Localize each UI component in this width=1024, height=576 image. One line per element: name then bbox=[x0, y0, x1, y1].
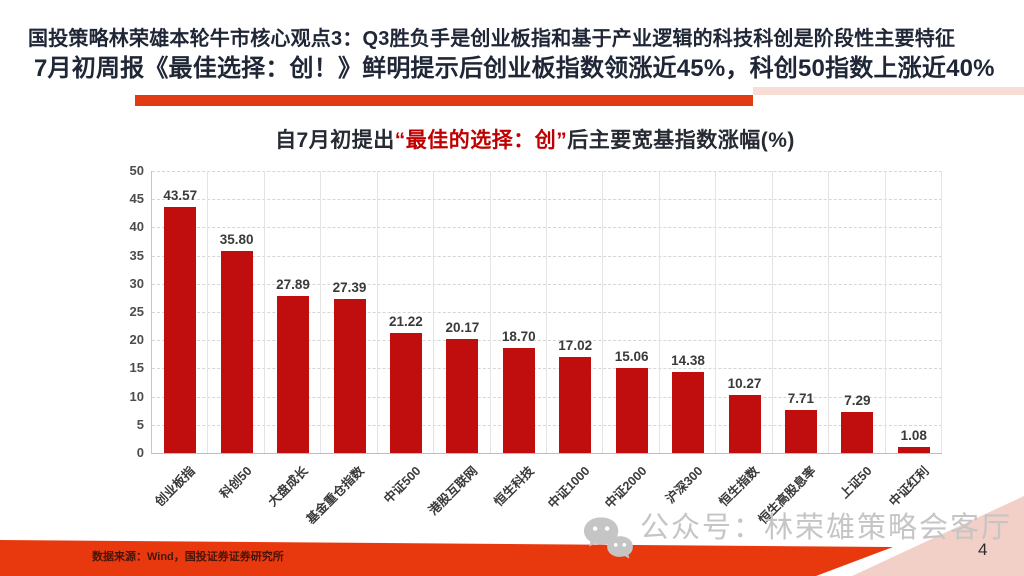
gridline-horizontal bbox=[152, 396, 942, 398]
x-axis-label: 创业板指 bbox=[152, 463, 198, 510]
bar-value-label: 27.89 bbox=[276, 276, 310, 292]
plot-area: 0 5 10 15 20 25 30 35 40 45 50 43.57 创业板指 35.80 科创50 27… bbox=[130, 163, 942, 527]
header-underline-pink bbox=[753, 87, 1024, 95]
bar bbox=[277, 295, 310, 453]
bar-value-label: 15.06 bbox=[614, 349, 649, 365]
chart-title-prefix: 自7月初提出 bbox=[275, 129, 395, 152]
gridline-horizontal bbox=[152, 227, 942, 229]
y-axis-tick-label: 10 bbox=[129, 388, 144, 404]
x-axis-label: 恒生科技 bbox=[491, 463, 537, 510]
bar-value-label: 20.17 bbox=[445, 320, 480, 336]
x-axis-label: 上证50 bbox=[837, 463, 876, 502]
y-axis-tick-label: 25 bbox=[129, 304, 144, 319]
x-axis-label: 大盘成长 bbox=[265, 463, 311, 510]
bar bbox=[672, 371, 705, 453]
header-line-1: 国投策略林荣雄本轮牛市核心观点3：Q3胜负手是创业板指和基于产业逻辑的科技科创是… bbox=[28, 28, 956, 50]
bar bbox=[220, 251, 253, 453]
bar bbox=[446, 339, 479, 453]
gridline-horizontal bbox=[152, 171, 942, 172]
bar-value-label: 27.39 bbox=[332, 279, 367, 295]
bar-value-label: 18.70 bbox=[501, 328, 536, 344]
bar bbox=[897, 446, 930, 453]
bar bbox=[728, 395, 761, 453]
bar bbox=[841, 411, 874, 453]
chart-title-suffix: 后主要宽基指数涨幅(%) bbox=[567, 129, 795, 152]
gridline-vertical bbox=[320, 171, 322, 453]
chart-title: 自7月初提出“最佳的选择：创”后主要宽基指数涨幅(%) bbox=[80, 124, 990, 154]
gridline-vertical bbox=[207, 171, 209, 453]
header-line-2: 7月初周报《最佳选择：创！》鲜明提示后创业板指数领涨近45%，科创50指数上涨近… bbox=[34, 55, 995, 82]
bar-value-label: 7.29 bbox=[844, 392, 871, 408]
gridline-vertical bbox=[263, 171, 265, 453]
x-axis-label: 港股互联网 bbox=[425, 463, 481, 518]
gridline-vertical bbox=[658, 171, 660, 453]
watermark-text: 公众号：林荣雄策略会客厅 bbox=[640, 512, 1013, 544]
gridline-vertical bbox=[546, 171, 547, 453]
bar bbox=[784, 409, 817, 453]
bar-value-label: 17.02 bbox=[558, 338, 593, 353]
gridline-vertical bbox=[715, 171, 717, 453]
x-axis-label: 沪深300 bbox=[663, 463, 706, 507]
y-axis-tick-label: 50 bbox=[129, 163, 144, 178]
gridline-vertical bbox=[376, 171, 378, 453]
page-number: 4 bbox=[978, 540, 988, 559]
gridline-vertical bbox=[828, 171, 830, 453]
x-axis-label: 恒生指数 bbox=[716, 463, 763, 510]
bar bbox=[615, 368, 648, 453]
bar-value-label: 14.38 bbox=[671, 352, 705, 368]
x-axis-label: 中证红利 bbox=[886, 463, 932, 510]
bar bbox=[333, 298, 366, 453]
y-axis-tick-label: 40 bbox=[129, 219, 144, 235]
gridline-horizontal bbox=[152, 312, 942, 313]
bar-value-label: 43.57 bbox=[163, 188, 198, 204]
gridline-vertical bbox=[941, 171, 942, 453]
header-underline-red bbox=[135, 95, 753, 106]
bar-value-label: 1.08 bbox=[900, 427, 927, 443]
gridline-vertical bbox=[602, 171, 604, 453]
bar bbox=[559, 357, 592, 453]
x-axis-label: 科创50 bbox=[216, 463, 255, 502]
data-source-text: 数据来源：Wind，国投证券证券研究所 bbox=[92, 551, 284, 563]
bar-value-label: 10.27 bbox=[727, 376, 762, 392]
y-axis-tick-label: 20 bbox=[129, 332, 144, 348]
gridline-horizontal bbox=[152, 199, 942, 201]
bar bbox=[389, 333, 422, 453]
gridline-horizontal bbox=[152, 283, 942, 285]
bar-value-label: 35.80 bbox=[219, 232, 254, 248]
gridline-horizontal bbox=[152, 340, 942, 342]
y-axis-tick-label: 15 bbox=[129, 360, 144, 376]
gridline-vertical bbox=[771, 171, 773, 453]
gridline-vertical bbox=[884, 171, 886, 453]
gridline-vertical bbox=[489, 171, 491, 453]
y-axis-tick-label: 5 bbox=[136, 416, 144, 432]
x-axis-label: 基金重仓指数 bbox=[304, 463, 368, 527]
y-axis-tick-label: 35 bbox=[129, 247, 144, 263]
gridline-vertical bbox=[433, 171, 435, 453]
y-axis-tick-label: 0 bbox=[136, 445, 144, 460]
wechat-icon bbox=[584, 517, 633, 559]
bar-value-label: 21.22 bbox=[389, 314, 423, 330]
gridline-horizontal bbox=[152, 424, 942, 426]
bar bbox=[502, 347, 535, 453]
chart-title-highlight: “最佳的选择：创” bbox=[394, 129, 568, 152]
y-axis-tick-label: 45 bbox=[129, 191, 144, 207]
bar bbox=[164, 207, 197, 453]
x-axis-label: 中证500 bbox=[381, 463, 424, 507]
gridline-horizontal bbox=[152, 368, 942, 370]
watermark: 公众号：林荣雄策略会客厅 bbox=[582, 504, 1012, 562]
bar-value-label: 7.71 bbox=[787, 390, 815, 406]
y-axis-tick-label: 30 bbox=[129, 275, 144, 291]
gridline-horizontal bbox=[152, 255, 942, 257]
